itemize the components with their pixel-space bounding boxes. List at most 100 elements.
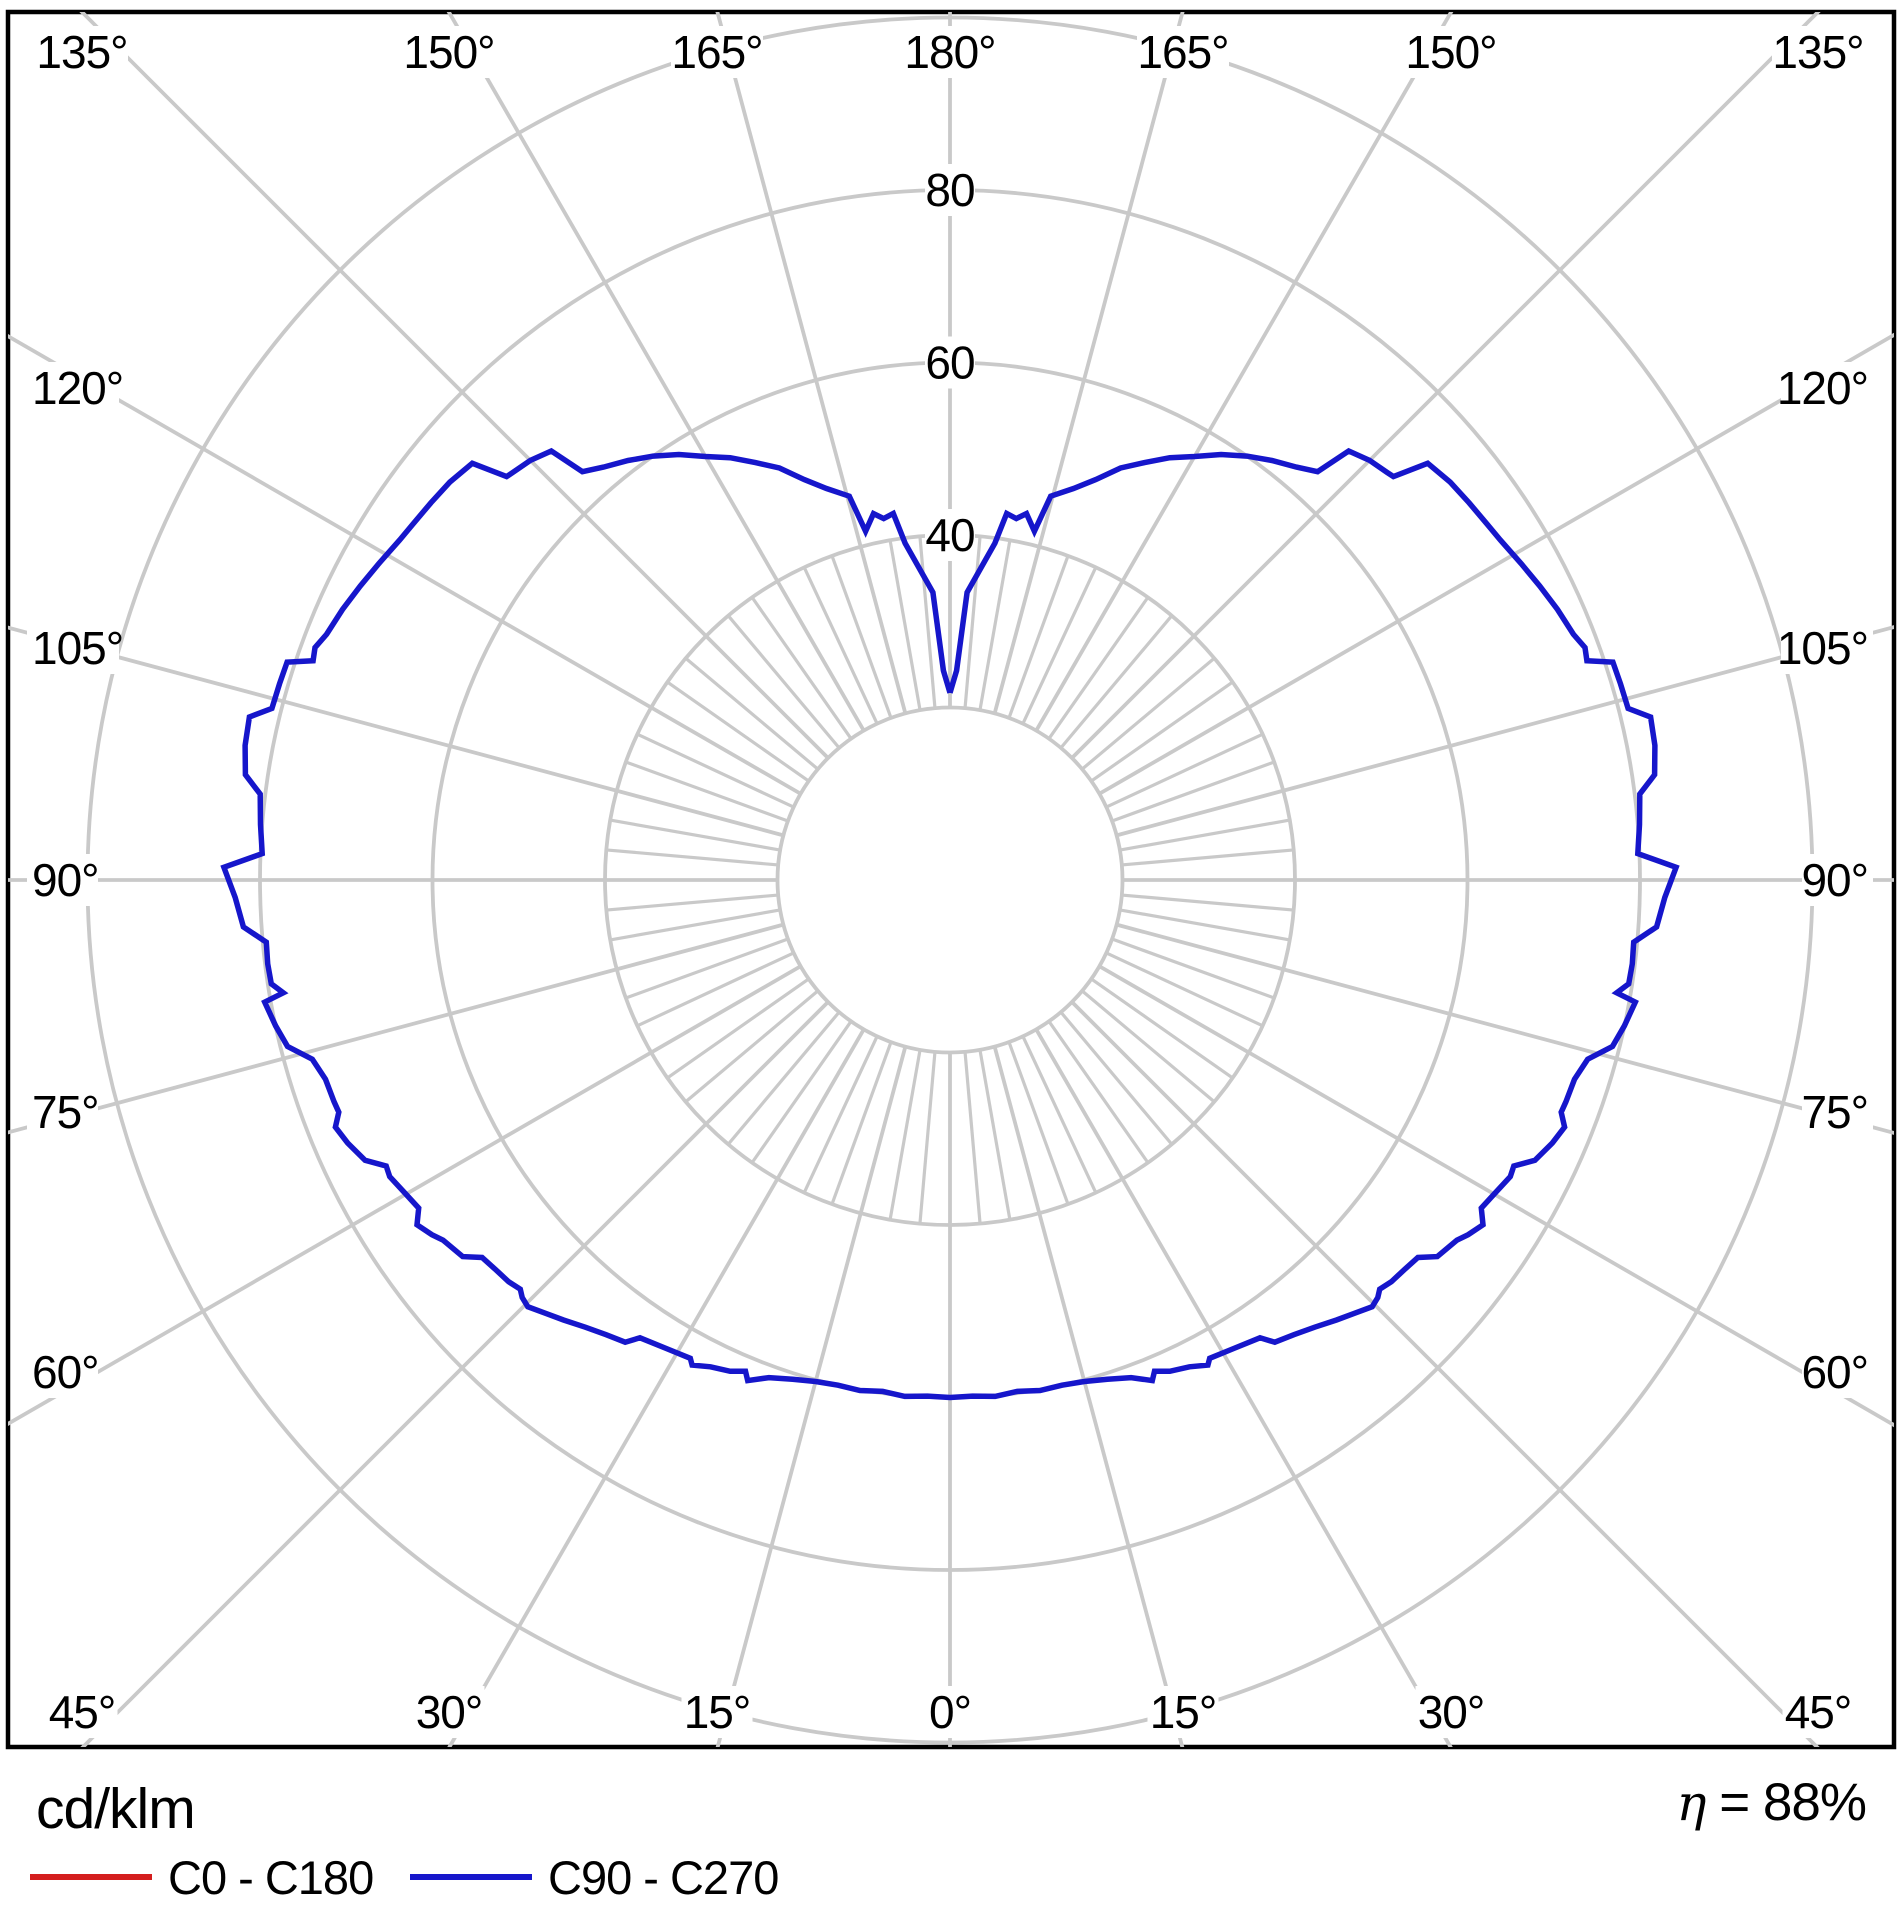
minor-spoke-235: [666, 680, 810, 783]
minor-spoke-170: [978, 539, 1012, 711]
angle-label-left-3: 75°: [32, 1086, 99, 1138]
major-spoke-210: [446, 12, 866, 732]
angle-label-bottom-6-mask: [1782, 1686, 1854, 1738]
minor-spoke-245: [636, 732, 795, 809]
angle-label-top-4-mask: [1137, 26, 1229, 78]
major-spoke-30: [1034, 1028, 1453, 1747]
angle-label-left-2: 90°: [32, 854, 99, 906]
angle-label-left-1: 105°: [32, 622, 123, 674]
angle-label-right-3: 75°: [1801, 1086, 1868, 1138]
major-spoke-330: [447, 1028, 866, 1747]
angle-label-top-2-mask: [671, 26, 763, 78]
minor-spoke-40: [1059, 1011, 1173, 1146]
minor-spoke-310: [684, 989, 819, 1103]
angle-label-bottom-4-mask: [1147, 1686, 1219, 1738]
angle-label-top-0-mask: [36, 26, 128, 78]
minor-spoke-95: [1121, 848, 1294, 867]
minor-spoke-25: [1021, 1035, 1098, 1194]
legend-swatch-c90-c270: [410, 1874, 532, 1880]
angle-label-bottom-4: 15°: [1150, 1686, 1217, 1738]
angle-label-bottom-5: 30°: [1418, 1686, 1485, 1738]
minor-spoke-335: [802, 1035, 879, 1194]
angle-label-right-0: 120°: [1777, 362, 1868, 414]
angle-label-left-4: 60°: [32, 1346, 99, 1398]
minor-spoke-70: [1111, 937, 1275, 1000]
major-spoke-75: [1116, 922, 1894, 1135]
radial-tick-60-mask: [925, 336, 975, 389]
legend-entry-c0-c180: C0 - C180: [30, 1850, 374, 1904]
minor-spoke-35: [1047, 1020, 1150, 1164]
legend-entry-c90-c270: C90 - C270: [410, 1850, 779, 1904]
minor-spoke-155: [1021, 566, 1098, 725]
major-spoke-150: [1034, 12, 1454, 732]
angle-label-top-1: 150°: [403, 26, 494, 78]
radial-tick-80: 80: [925, 164, 974, 216]
legend-label-c90-c270: C90 - C270: [548, 1850, 779, 1904]
minor-spoke-325: [750, 1020, 853, 1164]
angle-label-top-0: 135°: [36, 26, 127, 78]
angle-label-bottom-2-mask: [681, 1686, 753, 1738]
radial-tick-40-mask: [925, 509, 975, 561]
angle-label-top-4: 165°: [1137, 26, 1228, 78]
angle-label-right-1-mask: [1781, 622, 1873, 674]
minor-spoke-140: [1059, 614, 1173, 749]
angle-label-bottom-6: 45°: [1785, 1686, 1852, 1738]
angle-label-top-6-mask: [1772, 26, 1864, 78]
minor-spoke-130: [1081, 657, 1216, 771]
minor-spoke-125: [1090, 680, 1234, 783]
major-spoke-105: [1116, 625, 1894, 838]
radial-tick-60: 60: [925, 337, 974, 389]
angle-label-left-0-mask: [27, 362, 119, 414]
units-label: cd/klm: [36, 1777, 196, 1841]
minor-spoke-350: [888, 1049, 922, 1221]
angle-label-bottom-5-mask: [1415, 1686, 1487, 1738]
minor-spoke-10: [978, 1049, 1012, 1221]
major-spoke-225: [79, 12, 830, 760]
minor-spoke-100: [1119, 818, 1291, 852]
minor-spoke-175: [963, 536, 982, 709]
angle-label-top-3-mask: [904, 26, 996, 78]
angle-label-top-3: 180°: [904, 26, 995, 78]
minor-spoke-200: [830, 555, 893, 719]
angle-label-right-2-mask: [1802, 854, 1873, 906]
angle-label-bottom-3: 0°: [929, 1686, 971, 1738]
legend-label-c0-c180: C0 - C180: [168, 1850, 374, 1904]
angle-label-top-2: 165°: [671, 26, 762, 78]
minor-spoke-305: [666, 977, 810, 1080]
minor-spoke-265: [606, 848, 779, 867]
curve-c90-c270: [220, 447, 1680, 1401]
angle-label-right-0-mask: [1781, 362, 1873, 414]
angle-label-top-5: 150°: [1405, 26, 1496, 78]
angle-label-bottom-0-mask: [46, 1686, 118, 1738]
minor-spoke-205: [802, 566, 879, 725]
angle-label-right-1: 105°: [1777, 622, 1868, 674]
angle-label-right-2: 90°: [1801, 854, 1868, 906]
minor-spoke-185: [918, 536, 937, 709]
minor-spoke-20: [1007, 1041, 1070, 1205]
radial-tick-80-mask: [925, 164, 975, 216]
eta-value: = 88%: [1705, 1773, 1867, 1832]
major-spoke-165: [992, 12, 1185, 714]
angle-label-bottom-2: 15°: [684, 1686, 751, 1738]
major-spoke-315: [80, 1000, 830, 1747]
angle-label-bottom-0: 45°: [49, 1686, 116, 1738]
angle-label-bottom-1: 30°: [416, 1686, 483, 1738]
minor-spoke-110: [1111, 760, 1275, 823]
major-spoke-60: [1098, 964, 1894, 1428]
major-spoke-255: [8, 625, 784, 838]
axis-labels: 135° 150° 165° 180° 165° 150° 135° 45° 30° 15° 0° 1…: [27, 26, 1873, 1738]
minor-spoke-280: [609, 908, 781, 942]
minor-spoke-145: [1047, 596, 1150, 740]
major-spoke-300: [8, 964, 802, 1427]
angle-label-left-0: 120°: [32, 362, 123, 414]
efficiency-label: η = 88%: [1677, 1772, 1867, 1833]
angle-label-left-1-mask: [27, 622, 119, 674]
minor-spoke-320: [727, 1011, 841, 1146]
major-spoke-285: [8, 922, 784, 1135]
minor-spoke-85: [1121, 893, 1294, 912]
minor-spoke-65: [1105, 951, 1264, 1028]
minor-spoke-215: [750, 596, 853, 740]
angle-label-top-5-mask: [1405, 26, 1497, 78]
major-spoke-240: [8, 333, 802, 796]
